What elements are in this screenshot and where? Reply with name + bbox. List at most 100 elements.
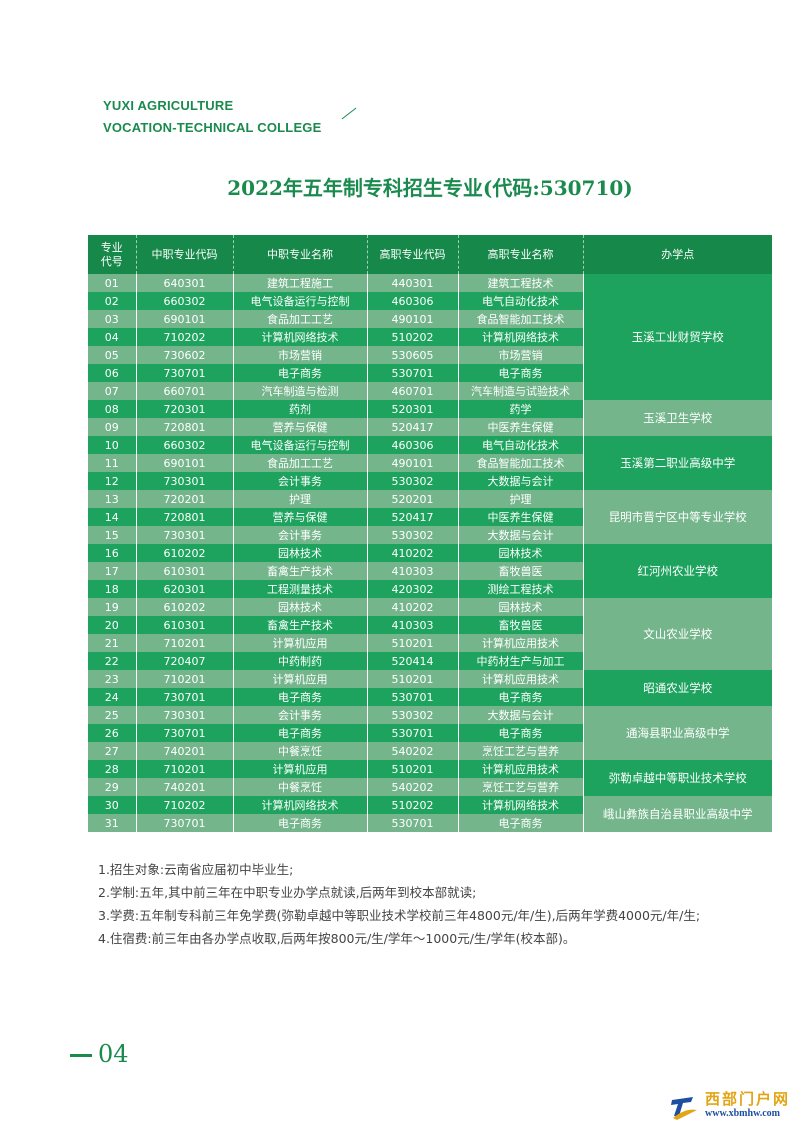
cell-higher-name: 食品智能加工技术 xyxy=(458,310,584,328)
cell-higher-code: 490101 xyxy=(367,310,459,328)
cell-school: 玉溪第二职业高级中学 xyxy=(582,436,772,490)
cell-higher-name: 电子商务 xyxy=(458,364,584,382)
cell-higher-name: 药学 xyxy=(458,400,584,418)
cell-major-id: 29 xyxy=(88,778,137,796)
note-4: 4.住宿费:前三年由各办学点收取,后两年按800元/生/学年～1000元/生/学… xyxy=(98,931,576,946)
table-row: 27 740201 中餐烹饪 540202 烹饪工艺与营养 xyxy=(88,742,772,760)
cell-higher-name: 园林技术 xyxy=(458,544,584,562)
cell-secondary-name: 畜禽生产技术 xyxy=(233,616,368,634)
cell-secondary-name: 畜禽生产技术 xyxy=(233,562,368,580)
cell-school: 玉溪工业财贸学校 xyxy=(582,274,772,400)
cell-secondary-name: 汽车制造与检测 xyxy=(233,382,368,400)
cell-major-id: 04 xyxy=(88,328,137,346)
cell-secondary-code: 660302 xyxy=(136,436,234,454)
table-header-row: 专业代号 中职专业代码 中职专业名称 高职专业代码 高职专业名称 办学点 xyxy=(88,235,772,274)
table-row: 28 710201 计算机应用 510201 计算机应用技术 弥勒卓越中等职业技术学校 xyxy=(88,760,772,796)
cell-higher-name: 畜牧兽医 xyxy=(458,616,584,634)
cell-secondary-code: 720801 xyxy=(136,418,234,436)
cell-secondary-code: 690101 xyxy=(136,454,234,472)
cell-secondary-code: 660302 xyxy=(136,292,234,310)
cell-major-id: 22 xyxy=(88,652,137,670)
watermark-name: 西部门户网 xyxy=(705,1090,791,1108)
cell-higher-name: 计算机应用技术 xyxy=(458,634,584,652)
table-row: 08 720301 药剂 520301 药学 玉溪卫生学校 xyxy=(88,400,772,436)
cell-secondary-name: 市场营销 xyxy=(233,346,368,364)
cell-secondary-code: 730701 xyxy=(136,814,234,832)
cell-higher-name: 烹饪工艺与营养 xyxy=(458,778,584,796)
cell-secondary-name: 护理 xyxy=(233,490,368,508)
cell-major-id: 11 xyxy=(88,454,137,472)
cell-school: 昭通农业学校 xyxy=(582,670,772,706)
cell-major-id: 18 xyxy=(88,580,137,598)
cell-school: 通海县职业高级中学 xyxy=(582,706,772,760)
table-row: 07 660701 汽车制造与检测 460701 汽车制造与试验技术 xyxy=(88,382,772,400)
cell-higher-code: 510201 xyxy=(367,634,459,652)
col-header-secondary-code: 中职专业代码 xyxy=(136,235,234,274)
table-row: 02 660302 电气设备运行与控制 460306 电气自动化技术 xyxy=(88,292,772,310)
note-1: 1.招生对象:云南省应届初中毕业生; xyxy=(98,862,294,877)
cell-higher-code: 530701 xyxy=(367,364,459,382)
cell-higher-name: 计算机网络技术 xyxy=(458,328,584,346)
cell-higher-code: 510202 xyxy=(367,796,459,814)
cell-secondary-code: 610301 xyxy=(136,616,234,634)
table-row: 13 720201 护理 520201 护理 昆明市晋宁区中等专业学校 xyxy=(88,490,772,544)
cell-higher-name: 汽车制造与试验技术 xyxy=(458,382,584,400)
cell-secondary-code: 620301 xyxy=(136,580,234,598)
cell-secondary-name: 计算机网络技术 xyxy=(233,796,368,814)
cell-higher-name: 市场营销 xyxy=(458,346,584,364)
cell-secondary-name: 电子商务 xyxy=(233,724,368,742)
cell-secondary-name: 营养与保健 xyxy=(233,418,368,436)
cell-higher-name: 计算机网络技术 xyxy=(458,796,584,814)
cell-higher-code: 420302 xyxy=(367,580,459,598)
decorative-slash xyxy=(341,107,357,120)
cell-secondary-name: 计算机应用 xyxy=(233,634,368,652)
cell-higher-code: 410202 xyxy=(367,598,459,616)
cell-secondary-code: 660701 xyxy=(136,382,234,400)
watermark: 西部门户网 www.xbmhw.com xyxy=(665,1088,795,1128)
cell-higher-code: 540202 xyxy=(367,742,459,760)
page-number: 04 xyxy=(70,1040,129,1068)
cell-major-id: 15 xyxy=(88,526,137,544)
cell-higher-code: 460306 xyxy=(367,292,459,310)
cell-secondary-code: 730301 xyxy=(136,526,234,544)
majors-table: 专业代号 中职专业代码 中职专业名称 高职专业代码 高职专业名称 办学点 01 6… xyxy=(88,235,772,832)
cell-major-id: 28 xyxy=(88,760,137,778)
cell-higher-code: 540202 xyxy=(367,778,459,796)
cell-higher-code: 530302 xyxy=(367,706,459,724)
cell-higher-code: 520301 xyxy=(367,400,459,418)
cell-secondary-name: 电子商务 xyxy=(233,364,368,382)
cell-major-id: 02 xyxy=(88,292,137,310)
cell-secondary-code: 710201 xyxy=(136,670,234,688)
cell-major-id: 24 xyxy=(88,688,137,706)
cell-higher-code: 520417 xyxy=(367,508,459,526)
cell-major-id: 07 xyxy=(88,382,137,400)
cell-higher-code: 490101 xyxy=(367,454,459,472)
cell-higher-code: 530605 xyxy=(367,346,459,364)
cell-higher-code: 510201 xyxy=(367,670,459,688)
cell-secondary-code: 730701 xyxy=(136,364,234,382)
note-3: 3.学费:五年制专科前三年免学费(弥勒卓越中等职业技术学校前三年4800元/年/… xyxy=(98,908,701,923)
cell-secondary-name: 中餐烹饪 xyxy=(233,778,368,796)
cell-secondary-name: 电子商务 xyxy=(233,688,368,706)
cell-secondary-code: 720407 xyxy=(136,652,234,670)
cell-higher-name: 计算机应用技术 xyxy=(458,670,584,688)
cell-higher-name: 畜牧兽医 xyxy=(458,562,584,580)
cell-secondary-code: 740201 xyxy=(136,778,234,796)
cell-higher-code: 410303 xyxy=(367,616,459,634)
cell-major-id: 12 xyxy=(88,472,137,490)
cell-higher-name: 计算机应用技术 xyxy=(458,760,584,778)
cell-major-id: 20 xyxy=(88,616,137,634)
cell-secondary-code: 610202 xyxy=(136,598,234,616)
cell-major-id: 09 xyxy=(88,418,137,436)
cell-higher-code: 520417 xyxy=(367,418,459,436)
table-row: 25 730301 会计事务 530302 大数据与会计 通海县职业高级中学 xyxy=(88,706,772,760)
cell-higher-code: 530302 xyxy=(367,472,459,490)
cell-major-id: 17 xyxy=(88,562,137,580)
watermark-url: www.xbmhw.com xyxy=(705,1108,781,1119)
cell-secondary-code: 720801 xyxy=(136,508,234,526)
table-row: 30 710202 计算机网络技术 510202 计算机网络技术 峨山彝族自治县职业高级中… xyxy=(88,796,772,832)
cell-secondary-code: 720201 xyxy=(136,490,234,508)
table-row: 17 610301 畜禽生产技术 410303 畜牧兽医 xyxy=(88,562,772,580)
cell-secondary-name: 建筑工程施工 xyxy=(233,274,368,292)
table-row: 15 730301 会计事务 530302 大数据与会计 xyxy=(88,526,772,544)
